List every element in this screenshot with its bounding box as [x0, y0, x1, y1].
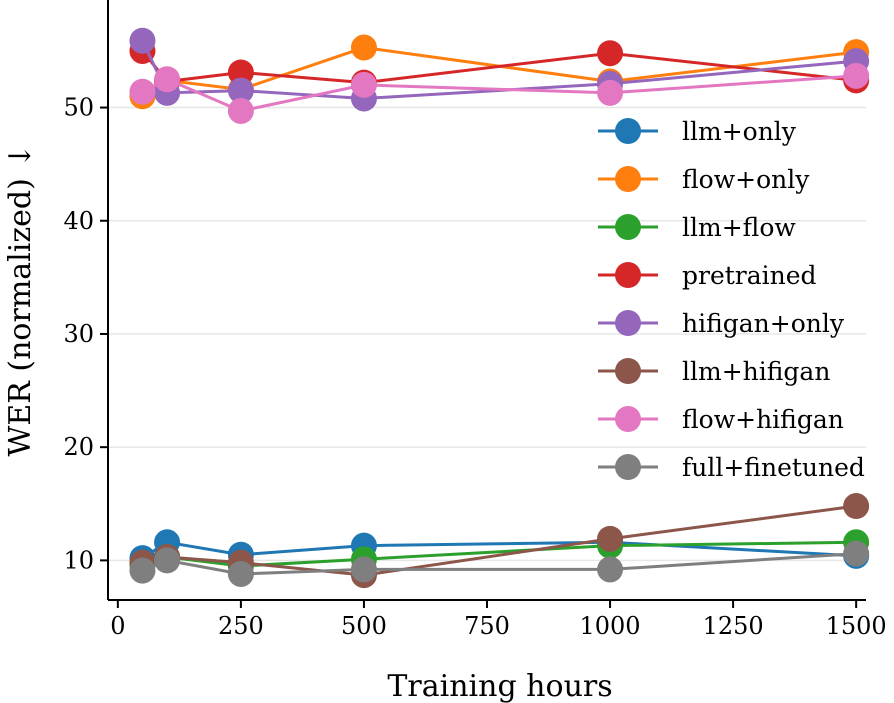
data-point	[350, 71, 377, 98]
legend-marker	[615, 310, 641, 336]
x-tick-label: 750	[464, 612, 510, 640]
legend-label: llm+only	[682, 117, 797, 146]
legend-marker	[615, 454, 641, 480]
legend-entry: pretrained	[598, 261, 817, 290]
data-point	[227, 59, 254, 86]
data-point	[154, 66, 181, 93]
legend-label: hifigan+only	[682, 309, 845, 338]
x-tick-label: 0	[110, 612, 125, 640]
data-point	[350, 34, 377, 61]
y-tick-label: 50	[63, 94, 94, 122]
data-point	[129, 78, 156, 105]
y-tick-label: 30	[63, 320, 94, 348]
data-point	[597, 40, 624, 67]
legend-entry: llm+hifigan	[598, 357, 830, 386]
legend-marker	[615, 358, 641, 384]
legend: llm+only flow+only llm+flow pretrained hifig…	[598, 117, 865, 482]
legend-marker	[615, 406, 641, 432]
legend-label: llm+flow	[682, 213, 796, 242]
legend-label: llm+hifigan	[682, 357, 830, 386]
y-tick-label: 20	[63, 433, 94, 461]
data-point	[227, 77, 254, 104]
legend-marker	[615, 214, 641, 240]
series-full+finetuned	[129, 540, 870, 587]
x-tick-label: 500	[341, 612, 387, 640]
legend-marker	[615, 118, 641, 144]
x-ticks: 0 250 500 750 1000 1250 1500	[110, 600, 887, 640]
legend-label: full+finetuned	[682, 453, 865, 482]
data-point	[843, 540, 870, 567]
data-point	[129, 27, 156, 54]
series-layer	[129, 27, 870, 589]
series-flow+hifigan	[129, 62, 870, 124]
data-point	[350, 556, 377, 583]
data-point	[597, 525, 624, 552]
data-point	[227, 560, 254, 587]
legend-entry: llm+flow	[598, 213, 796, 242]
y-axis-label: WER (normalized) ↓	[3, 144, 38, 457]
x-tick-label: 1250	[703, 612, 764, 640]
legend-entry: flow+hifigan	[598, 405, 844, 434]
x-tick-label: 250	[218, 612, 264, 640]
data-point	[154, 547, 181, 574]
y-tick-label: 10	[63, 546, 94, 574]
legend-label: flow+hifigan	[682, 405, 844, 434]
data-point	[597, 556, 624, 583]
data-point	[597, 79, 624, 106]
x-axis-label: Training hours	[387, 669, 612, 703]
x-tick-label: 1500	[826, 612, 887, 640]
legend-entry: llm+only	[598, 117, 797, 146]
legend-entry: hifigan+only	[598, 309, 845, 338]
data-point	[843, 493, 870, 520]
legend-entry: full+finetuned	[598, 453, 865, 482]
y-tick-label: 40	[63, 207, 94, 235]
legend-label: pretrained	[682, 261, 817, 290]
legend-label: flow+only	[682, 165, 810, 194]
data-point	[843, 62, 870, 89]
legend-entry: flow+only	[598, 165, 810, 194]
y-ticks: 10 20 30 40 50	[63, 94, 108, 574]
x-tick-label: 1000	[580, 612, 641, 640]
legend-marker	[615, 166, 641, 192]
legend-marker	[615, 262, 641, 288]
data-point	[129, 557, 156, 584]
data-point	[227, 97, 254, 124]
